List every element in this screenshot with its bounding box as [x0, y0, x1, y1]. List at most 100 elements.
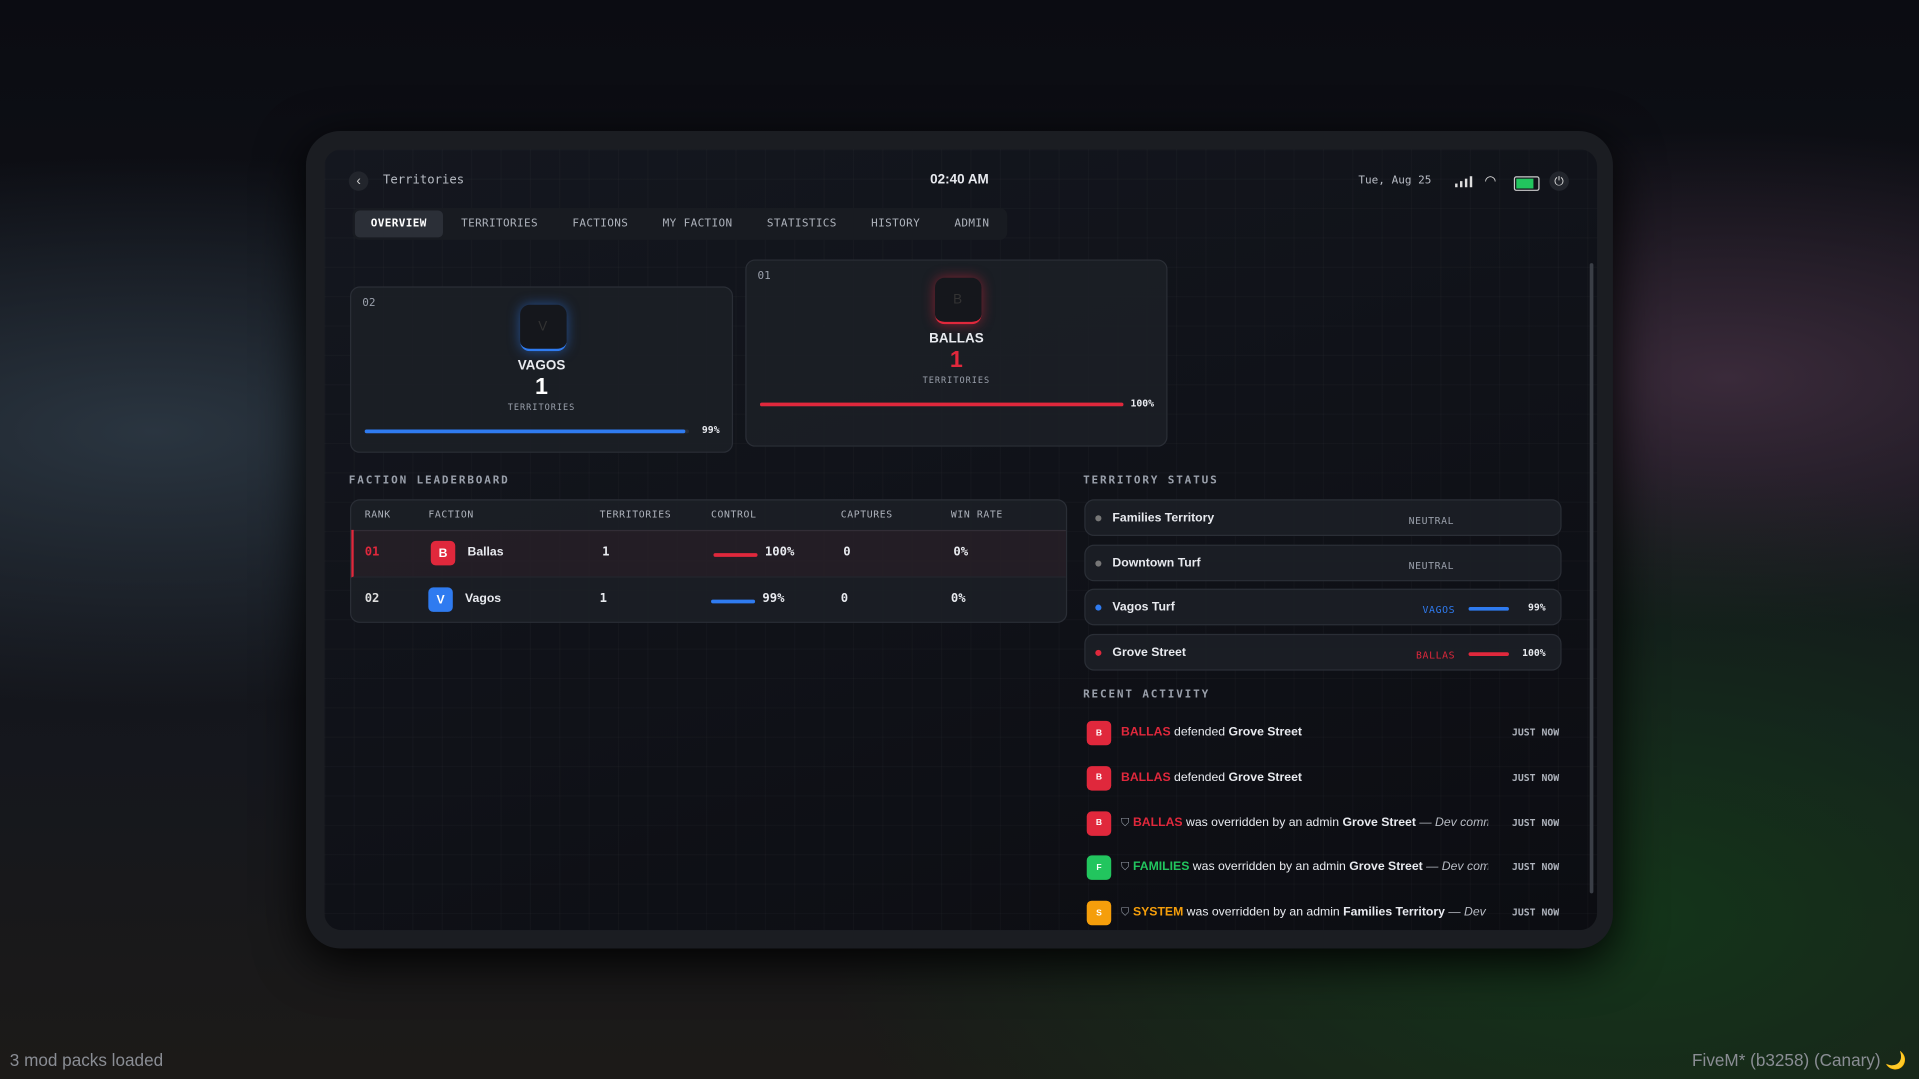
control-track [364, 429, 689, 434]
action: was overridden by an admin [1185, 815, 1340, 830]
control-track [1468, 652, 1509, 657]
podium-rank: 02 [362, 297, 376, 310]
activity-row: B BALLAS defended Grove Street JUST NOW [1086, 765, 1562, 792]
target: Grove Street [1342, 815, 1416, 830]
action: was overridden by an admin [1192, 860, 1346, 875]
column-header: FACTION [428, 509, 474, 521]
shield-icon: ⛉ [1121, 815, 1130, 829]
faction-icon: V [519, 304, 567, 352]
activity-time: JUST NOW [1511, 907, 1560, 919]
header-date: Tue, Aug 25 [1358, 175, 1432, 188]
win-rate: 0% [953, 545, 969, 560]
faction-icon: B [934, 277, 981, 325]
action: was overridden by an admin [1186, 905, 1340, 920]
leaderboard-row[interactable]: 02 V Vagos 1 99% 0 0% [351, 576, 1066, 621]
tab[interactable]: ADMIN [954, 217, 990, 231]
activity-row: B ⛉ BALLAS was overridden by an admin Grov… [1086, 810, 1562, 837]
control-bar [1468, 607, 1509, 612]
faction: BALLAS [1121, 725, 1171, 740]
tab[interactable]: OVERVIEW [354, 210, 443, 238]
footer-left: 3 mod packs loaded [9, 1050, 164, 1070]
territory-name: Families Territory [1112, 511, 1215, 526]
territory-row[interactable]: Downtown Turf NEUTRAL [1084, 544, 1562, 581]
faction: FAMILIES [1132, 860, 1190, 875]
faction-name: Vagos [465, 592, 502, 606]
header-title: Territories [383, 173, 465, 188]
faction-badge: B [1086, 720, 1112, 746]
faction-badge: S [1086, 900, 1112, 926]
podium-card: 02 V VAGOS 1 TERRITORIES 99% [350, 286, 734, 453]
activity-text: ⛉ FAMILIES was overridden by an admin Gro… [1121, 861, 1488, 874]
faction-badge: V [428, 587, 453, 612]
power-button[interactable]: ⏻ [1549, 171, 1569, 191]
territory-status: NEUTRAL [1408, 515, 1455, 527]
activity-time: JUST NOW [1511, 726, 1560, 738]
control-bar [364, 429, 686, 434]
signal-icon [1455, 176, 1475, 188]
territory-status: NEUTRAL [1408, 560, 1455, 572]
signal-bar [1455, 183, 1458, 188]
win-rate: 0% [950, 592, 966, 606]
podium-rank: 01 [757, 270, 771, 283]
target: Grove Street [1228, 770, 1302, 785]
target: Grove Street [1349, 860, 1423, 875]
tab[interactable]: HISTORY [871, 217, 921, 231]
leaderboard-row[interactable]: 01 B Ballas 1 100% 0 0% [351, 529, 1066, 578]
section-title: FACTION LEADERBOARD [348, 474, 510, 488]
captures: 0 [843, 545, 851, 560]
faction-name: Ballas [467, 545, 504, 560]
leaderboard-table: RANK FACTION TERRITORIES CONTROL CAPTURES WIN… [350, 499, 1068, 623]
column-header: TERRITORIES [599, 509, 672, 521]
shield-icon: ⛉ [1121, 905, 1130, 919]
tab[interactable]: FACTIONS [572, 217, 629, 231]
tab[interactable]: MY FACTION [662, 217, 733, 231]
status-dot [1095, 560, 1102, 567]
territory-name: Grove Street [1112, 646, 1186, 660]
note: — Dev comm... [1419, 815, 1488, 830]
control-label: 99% [1527, 602, 1546, 614]
faction-badge: B [1086, 765, 1112, 791]
control-label: 99% [762, 592, 785, 606]
territory-label: TERRITORIES [507, 402, 576, 413]
control-bar [759, 402, 1124, 407]
section-title: TERRITORY STATUS [1083, 474, 1219, 488]
column-header: RANK [364, 509, 391, 521]
territory-name: Vagos Turf [1112, 601, 1175, 615]
territory-owner: VAGOS [1422, 605, 1456, 617]
territory-name: Downtown Turf [1112, 556, 1201, 570]
control-bar [713, 553, 758, 557]
activity-time: JUST NOW [1511, 862, 1560, 874]
back-button[interactable]: ‹ [348, 171, 369, 191]
action: defended [1174, 725, 1226, 740]
activity-text: ⛉ SYSTEM was overridden by an admin Famil… [1121, 906, 1488, 919]
territory-row[interactable]: Vagos Turf VAGOS 99% [1084, 589, 1562, 626]
footer-right: FiveM* (b3258) (Canary) 🌙 [1692, 1050, 1907, 1070]
wifi-icon: ◠ [1484, 173, 1497, 189]
target: Grove Street [1228, 725, 1302, 740]
territory-row[interactable]: Families Territory NEUTRAL [1084, 499, 1562, 537]
captures: 0 [840, 592, 849, 606]
tab[interactable]: STATISTICS [766, 217, 837, 231]
podium-card: 01 B BALLAS 1 TERRITORIES 100% [745, 259, 1168, 447]
control-track [713, 553, 758, 557]
activity-row: S ⛉ SYSTEM was overridden by an admin Fami… [1086, 900, 1562, 927]
rank: 02 [364, 592, 380, 606]
signal-bar [1464, 178, 1468, 188]
control-label: 100% [764, 545, 795, 560]
control-track [759, 402, 1124, 407]
control-label: 100% [1522, 647, 1546, 659]
activity-row: F ⛉ FAMILIES was overridden by an admin Gr… [1086, 855, 1562, 882]
tablet-screen: ‹ Territories 02:40 AM Tue, Aug 25 ◠ ⏻ OVERVIE… [324, 149, 1598, 931]
control-label: 99% [701, 424, 720, 436]
activity-text: BALLAS defended Grove Street [1121, 726, 1488, 739]
territories: 1 [599, 592, 608, 606]
status-dot [1095, 649, 1102, 657]
note: — Dev com... [1426, 860, 1489, 875]
tab[interactable]: TERRITORIES [461, 217, 539, 231]
territory-row[interactable]: Grove Street BALLAS 100% [1084, 634, 1562, 671]
status-dot [1095, 515, 1102, 522]
note: — Dev c... [1448, 905, 1488, 920]
territory-label: TERRITORIES [922, 375, 991, 386]
